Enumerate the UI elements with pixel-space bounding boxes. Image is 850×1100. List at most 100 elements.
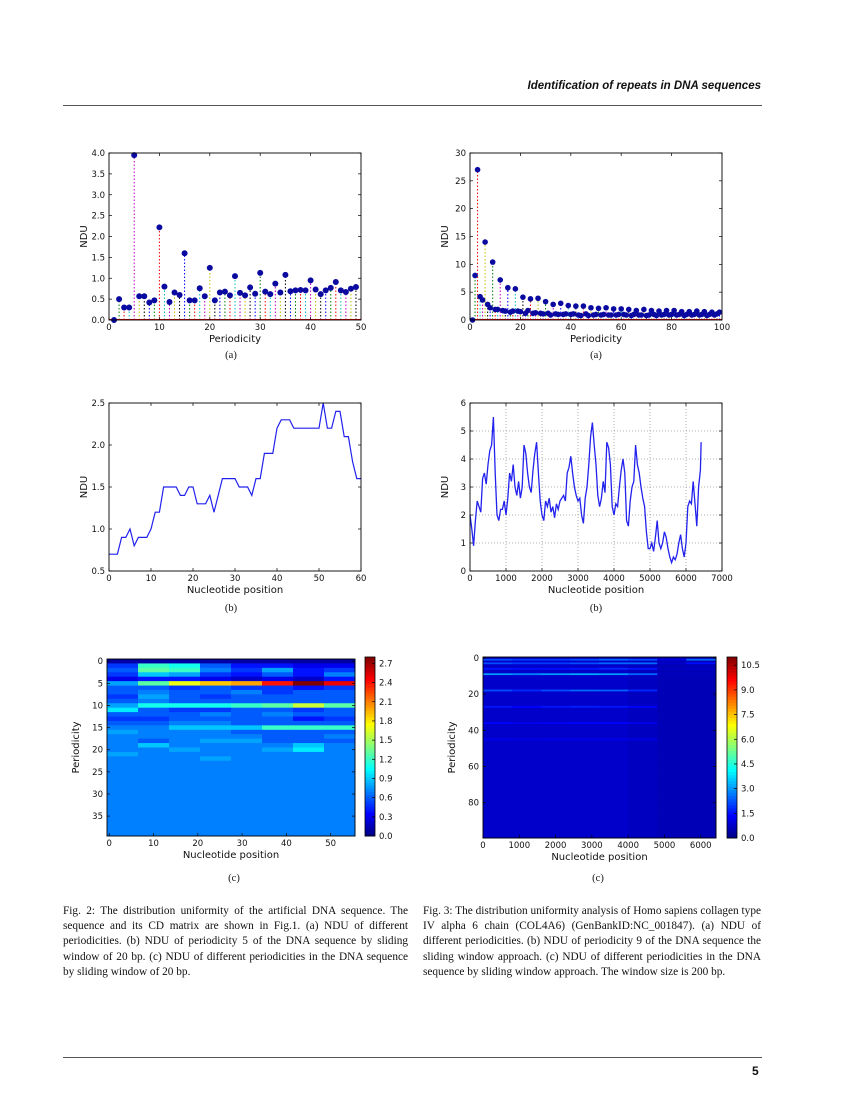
heatmap-cell bbox=[686, 778, 717, 781]
heatmap-cell bbox=[541, 673, 571, 676]
plot-frame bbox=[106, 658, 356, 837]
heatmap-cell bbox=[107, 694, 139, 700]
data-point bbox=[570, 311, 577, 317]
heatmap-cell bbox=[628, 713, 658, 716]
heatmap-cell bbox=[657, 778, 687, 781]
heatmap-cell bbox=[570, 693, 600, 696]
heatmap-cell bbox=[570, 729, 600, 732]
y-tick-label: 2.0 bbox=[91, 441, 105, 451]
heatmap-cell bbox=[107, 822, 139, 828]
heatmap-cell bbox=[541, 772, 571, 776]
colorbar-segment bbox=[727, 681, 737, 685]
heatmap-cell bbox=[599, 761, 629, 765]
heatmap-cell bbox=[138, 769, 170, 775]
heatmap-cell bbox=[657, 727, 687, 730]
heatmap-cell bbox=[169, 822, 201, 828]
heatmap-cell bbox=[231, 827, 263, 832]
heatmap-cell bbox=[169, 791, 201, 797]
heatmap-cell bbox=[541, 745, 571, 748]
colorbar-tick-label: 1.5 bbox=[741, 809, 755, 819]
heatmap-cell bbox=[599, 785, 629, 788]
heatmap-cell bbox=[200, 707, 232, 713]
colorbar-segment bbox=[365, 746, 375, 750]
heatmap-cell bbox=[200, 734, 232, 740]
heatmap-cell bbox=[169, 720, 201, 726]
heatmap-cell bbox=[231, 681, 263, 686]
x-tick-label: 0 bbox=[106, 574, 111, 584]
heatmap-cell bbox=[686, 774, 717, 777]
heatmap-cell bbox=[657, 825, 687, 828]
heatmap-cell bbox=[570, 827, 600, 830]
plot-frame bbox=[482, 656, 717, 839]
heatmap-cell bbox=[686, 740, 717, 743]
heatmap-cell bbox=[657, 769, 687, 772]
heatmap-cell bbox=[657, 731, 687, 734]
data-point bbox=[277, 289, 284, 296]
x-tick-label: 1000 bbox=[495, 574, 517, 584]
heatmap-cell bbox=[541, 799, 571, 803]
data-point bbox=[716, 309, 723, 316]
y-tick-label: 35 bbox=[92, 812, 103, 822]
heatmap-cell bbox=[541, 696, 571, 700]
colorbar-segment bbox=[727, 810, 737, 815]
heatmap-cell bbox=[628, 691, 658, 694]
heatmap-cell bbox=[599, 662, 629, 665]
heatmap-cell bbox=[628, 711, 658, 714]
heatmap-cell bbox=[324, 800, 356, 806]
y-tick-label: 80 bbox=[468, 799, 479, 809]
heatmap-cell bbox=[686, 669, 717, 672]
heatmap-cell bbox=[599, 720, 629, 723]
heatmap-cell bbox=[570, 738, 600, 741]
heatmap-cell bbox=[512, 801, 542, 805]
heatmap-cell bbox=[599, 669, 629, 672]
colorbar-segment bbox=[365, 779, 375, 783]
heatmap-cell bbox=[262, 769, 294, 775]
heatmap-cell bbox=[324, 809, 356, 815]
heatmap-cell bbox=[483, 828, 513, 832]
heatmap-cell bbox=[628, 657, 658, 660]
colorbar-tick-label: 0.3 bbox=[379, 813, 393, 823]
heatmap-cell bbox=[686, 765, 717, 768]
colorbar-tick-label: 0.6 bbox=[379, 794, 393, 804]
heatmap-cell bbox=[570, 787, 600, 790]
heatmap-cell bbox=[628, 798, 658, 801]
heatmap-cell bbox=[570, 776, 600, 779]
heatmap-cell bbox=[483, 818, 513, 821]
heatmap-cell bbox=[628, 702, 658, 705]
heatmap-cell bbox=[599, 783, 629, 786]
heatmap-cell bbox=[686, 789, 717, 792]
heatmap-cell bbox=[570, 749, 600, 752]
heatmap-cell bbox=[628, 666, 658, 669]
heatmap-cell bbox=[541, 823, 571, 826]
heatmap-cell bbox=[293, 831, 325, 837]
heatmap-cell bbox=[483, 684, 513, 687]
heatmap-cell bbox=[541, 767, 571, 770]
heatmap-cell bbox=[512, 696, 542, 700]
colorbar-segment bbox=[365, 803, 375, 807]
heatmap-cell bbox=[324, 725, 356, 731]
heatmap-cell bbox=[599, 693, 629, 696]
colorbar-segment bbox=[365, 689, 375, 694]
heatmap-cell bbox=[599, 807, 629, 810]
heatmap-cell bbox=[657, 658, 687, 662]
colorbar-segment bbox=[365, 830, 375, 834]
data-point bbox=[252, 290, 259, 297]
heatmap-cell bbox=[324, 667, 356, 673]
heatmap-cell bbox=[169, 712, 201, 717]
heatmap-cell bbox=[541, 705, 571, 709]
heatmap-cell bbox=[599, 794, 629, 797]
heatmap-cell bbox=[686, 769, 717, 772]
heatmap-cell bbox=[657, 783, 687, 786]
heatmap-cell bbox=[483, 790, 513, 794]
heatmap-cell bbox=[570, 667, 600, 671]
heatmap-cell bbox=[628, 727, 658, 730]
heatmap-cell bbox=[483, 760, 513, 763]
heatmap-cell bbox=[599, 760, 629, 763]
heatmap-cell bbox=[138, 800, 170, 806]
heatmap-cell bbox=[570, 658, 600, 662]
y-axis-label: NDU bbox=[440, 225, 451, 248]
heatmap-cell bbox=[541, 675, 571, 678]
heatmap-cell bbox=[231, 738, 263, 744]
heatmap-cell bbox=[107, 796, 139, 801]
heatmap-cell bbox=[262, 707, 294, 713]
